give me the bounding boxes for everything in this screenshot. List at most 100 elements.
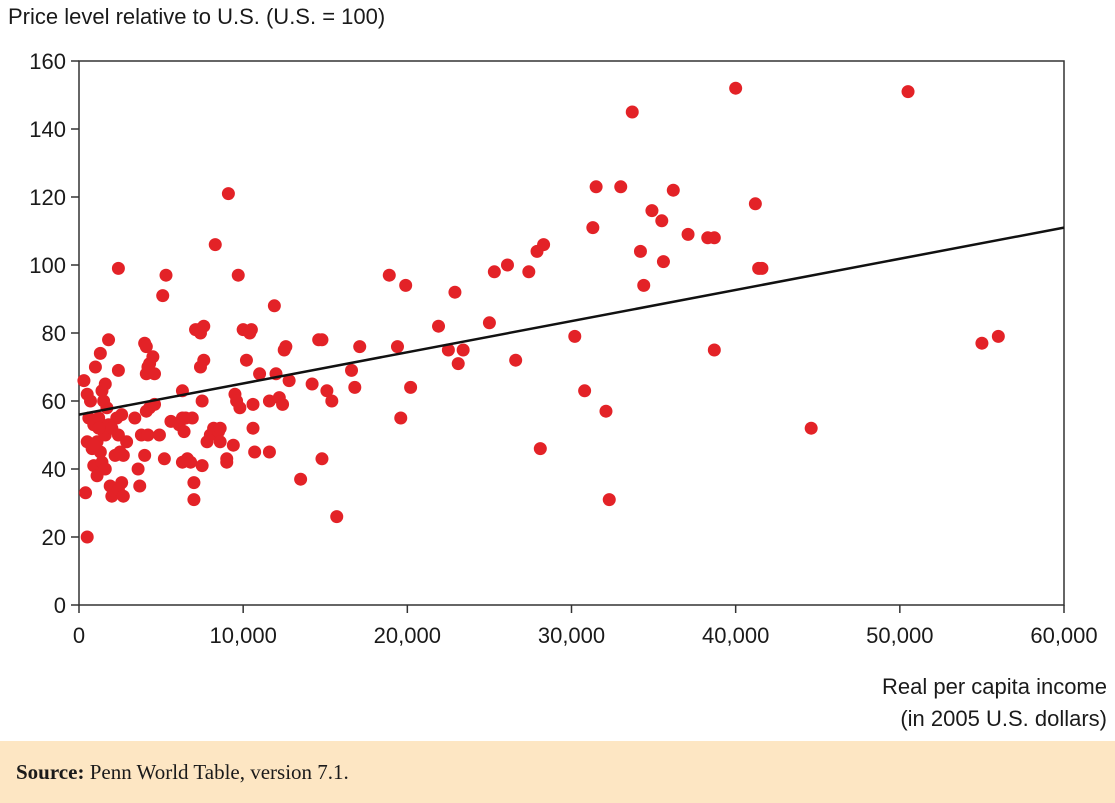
data-point (614, 180, 628, 194)
data-point (500, 258, 514, 272)
x-axis: 0 10,000 20,000 30,000 40,000 50,000 60,000 (73, 605, 1098, 648)
data-point (448, 285, 462, 299)
y-tick-label: 40 (42, 457, 66, 482)
data-point (233, 401, 247, 415)
data-point (197, 319, 211, 333)
data-point (152, 428, 166, 442)
data-point (253, 367, 267, 381)
data-point (159, 268, 173, 282)
data-point (213, 435, 227, 449)
data-point (276, 397, 290, 411)
data-point (279, 340, 293, 354)
data-point (633, 244, 647, 258)
y-tick-label: 80 (42, 321, 66, 346)
source-text: Penn World Table, version 7.1. (84, 760, 349, 784)
data-point (139, 340, 153, 354)
data-point (177, 425, 191, 439)
x-tick-label: 10,000 (210, 623, 277, 648)
data-point (77, 374, 91, 388)
data-point (441, 343, 455, 357)
data-point (113, 445, 127, 459)
x-tick-label: 20,000 (374, 623, 441, 648)
data-point (267, 299, 281, 313)
data-point (482, 316, 496, 330)
source-note: Source: Penn World Table, version 7.1. (0, 741, 1115, 803)
data-point (755, 261, 769, 275)
data-point (208, 238, 222, 252)
data-point (645, 204, 659, 218)
data-point (353, 340, 367, 354)
y-tick-label: 140 (29, 117, 66, 142)
data-point (522, 265, 536, 279)
data-point (399, 278, 413, 292)
data-point (246, 397, 260, 411)
data-point (599, 404, 613, 418)
data-point (656, 255, 670, 269)
data-point (193, 360, 207, 374)
data-point (115, 476, 129, 490)
data-point (98, 377, 112, 391)
data-point (231, 268, 245, 282)
data-point (156, 289, 170, 303)
data-points (77, 81, 1005, 544)
data-point (262, 394, 276, 408)
data-point (131, 462, 145, 476)
data-point (88, 360, 102, 374)
data-point (146, 350, 160, 364)
data-point (115, 408, 129, 422)
data-point (975, 336, 989, 350)
y-tick-label: 0 (54, 593, 66, 618)
x-tick-label: 60,000 (1030, 623, 1097, 648)
data-point (294, 472, 308, 486)
data-point (394, 411, 408, 425)
data-point (991, 329, 1005, 343)
x-tick-label: 50,000 (866, 623, 933, 648)
data-point (92, 411, 106, 425)
data-point (451, 357, 465, 371)
data-point (97, 394, 111, 408)
data-point (382, 268, 396, 282)
data-point (133, 479, 147, 493)
data-point (141, 360, 155, 374)
data-point (175, 411, 189, 425)
data-point (138, 448, 152, 462)
data-point (568, 329, 582, 343)
y-tick-label: 60 (42, 389, 66, 414)
data-point (195, 459, 209, 473)
x-tick-label: 0 (73, 623, 85, 648)
data-point (98, 462, 112, 476)
data-point (243, 326, 257, 340)
data-point (348, 380, 362, 394)
data-point (141, 428, 155, 442)
data-point (239, 353, 253, 367)
data-point (487, 265, 501, 279)
y-tick-label: 20 (42, 525, 66, 550)
data-point (345, 363, 359, 377)
data-point (220, 455, 234, 469)
data-point (187, 476, 201, 490)
data-point (390, 340, 404, 354)
data-point (404, 380, 418, 394)
data-point (102, 333, 116, 347)
data-point (533, 442, 547, 456)
y-axis: 0 20 40 60 80 100 120 140 160 (29, 49, 79, 618)
y-tick-label: 160 (29, 49, 66, 74)
data-point (246, 421, 260, 435)
x-axis-title-line2: (in 2005 U.S. dollars) (900, 706, 1107, 731)
data-point (185, 411, 199, 425)
data-point (262, 445, 276, 459)
data-point (666, 183, 680, 197)
data-point (325, 394, 339, 408)
data-point (305, 377, 319, 391)
data-point (92, 421, 106, 435)
data-point (128, 411, 142, 425)
data-point (213, 421, 227, 435)
data-point (187, 493, 201, 507)
data-point (748, 197, 762, 211)
data-point (282, 374, 296, 388)
x-axis-title-line1: Real per capita income (882, 674, 1107, 699)
data-point (184, 455, 198, 469)
data-point (80, 530, 94, 544)
data-point (226, 438, 240, 452)
data-point (315, 333, 329, 347)
